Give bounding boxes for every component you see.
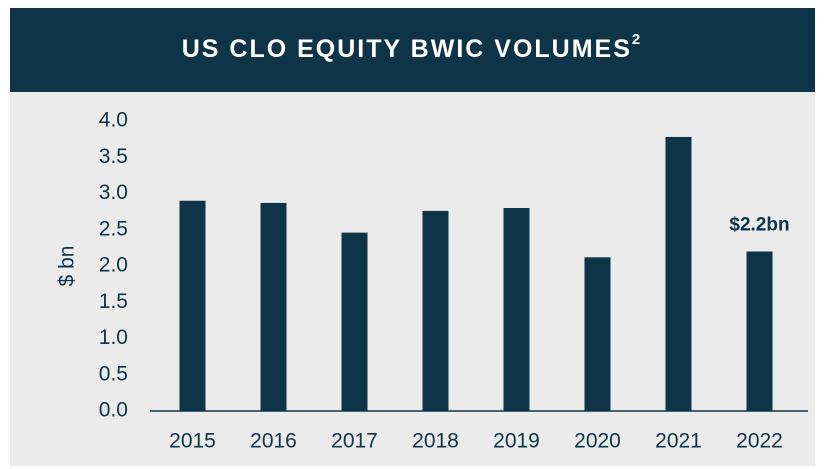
y-tick-label: 3.0 [99,181,128,204]
bar [665,136,692,411]
bar [260,202,287,411]
y-tick-label: 2.0 [99,254,128,277]
bar [422,210,449,411]
y-tick-label: 0.0 [99,399,128,422]
bar [179,200,206,411]
y-tick-label: 3.5 [99,145,128,168]
x-tick-label: 2022 [736,430,783,453]
y-tick-label: 2.5 [99,217,128,240]
bar [746,251,773,411]
y-axis-label: $ bn [56,246,79,287]
y-tick-label: 1.0 [99,326,128,349]
y-tick-label: 1.5 [99,290,128,313]
bar [503,208,530,411]
x-tick-label: 2021 [655,430,702,453]
title-footnote: 2 [632,31,642,48]
x-tick-label: 2020 [574,430,621,453]
y-tick-label: 0.5 [99,362,128,385]
bar [584,257,611,411]
title-text: US CLO EQUITY BWIC VOLUMES [182,35,632,63]
x-tick-label: 2019 [493,430,540,453]
x-tick-label: 2017 [331,430,378,453]
x-tick-label: 2015 [169,430,216,453]
header-band [10,8,815,92]
x-tick-label: 2016 [250,430,297,453]
bar [341,232,368,411]
chart-title: US CLO EQUITY BWIC VOLUMES2 [182,31,643,63]
x-tick-label: 2018 [412,430,459,453]
plot-background [10,92,815,466]
y-tick-label: 4.0 [99,109,128,132]
value-label: $2.2bn [729,215,789,236]
